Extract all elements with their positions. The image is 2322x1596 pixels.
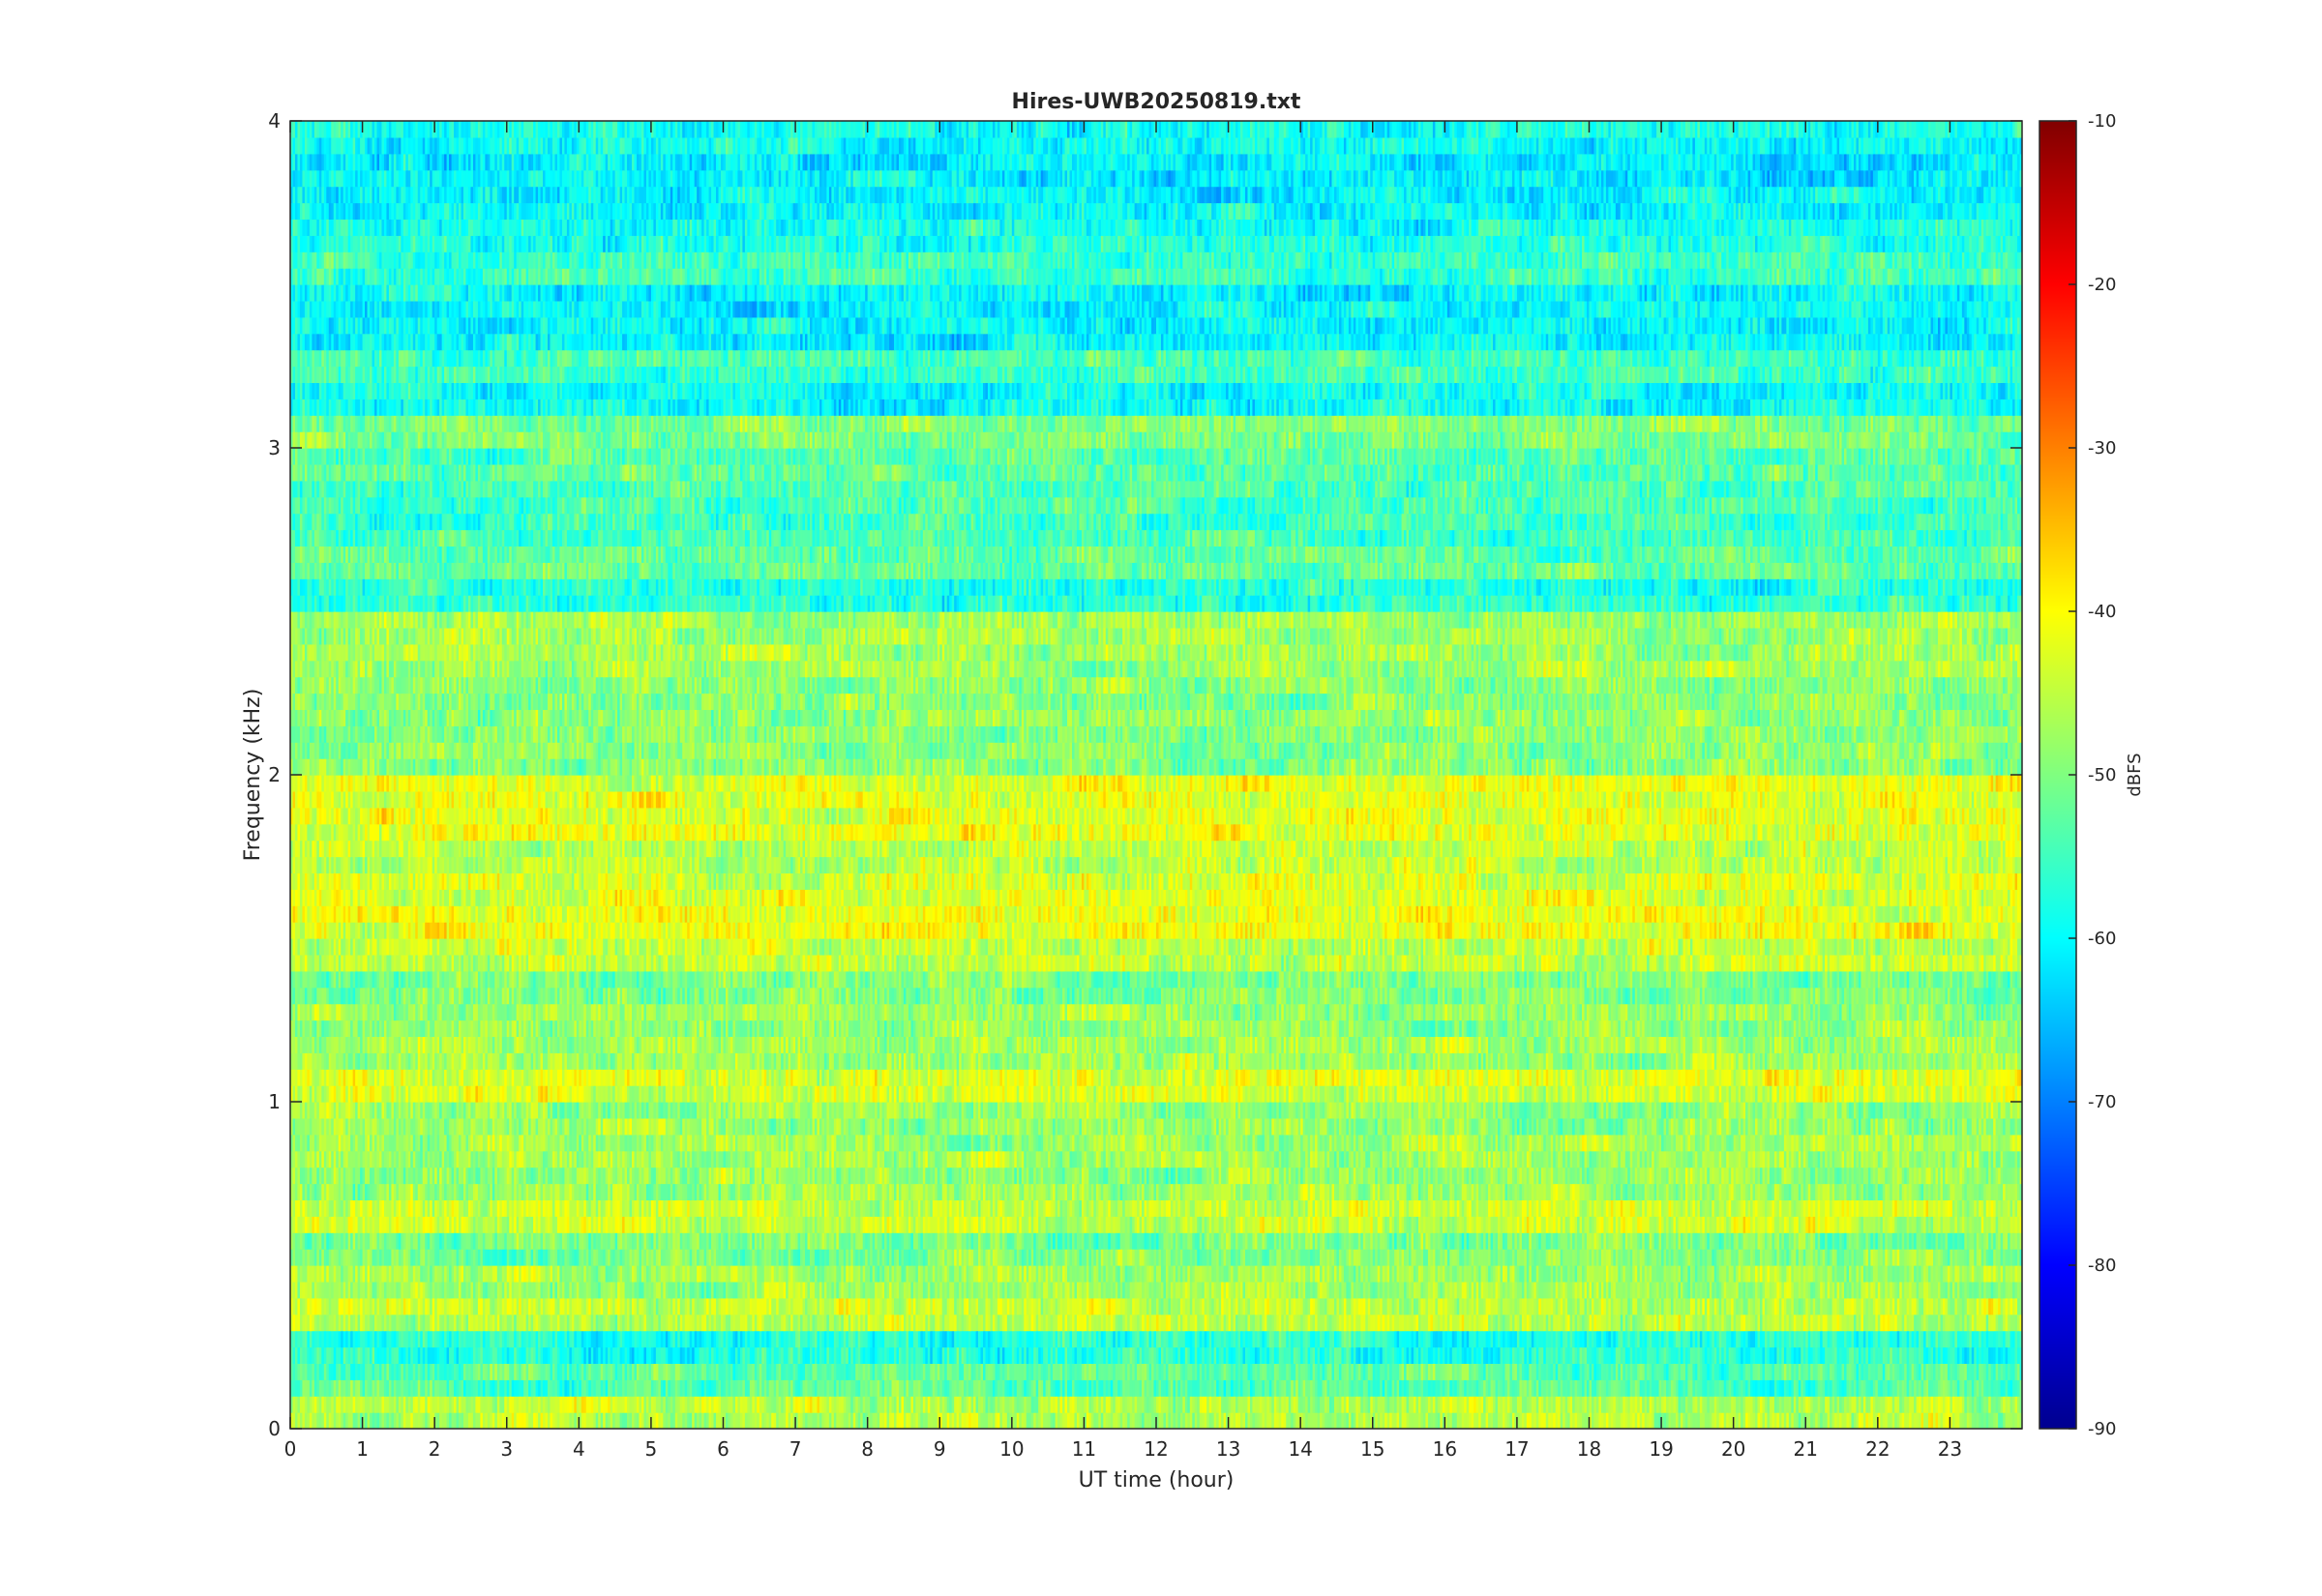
chart-title: Hires-UWB20250819.txt (1012, 90, 1301, 114)
spectrogram-heatmap (290, 121, 2023, 1430)
